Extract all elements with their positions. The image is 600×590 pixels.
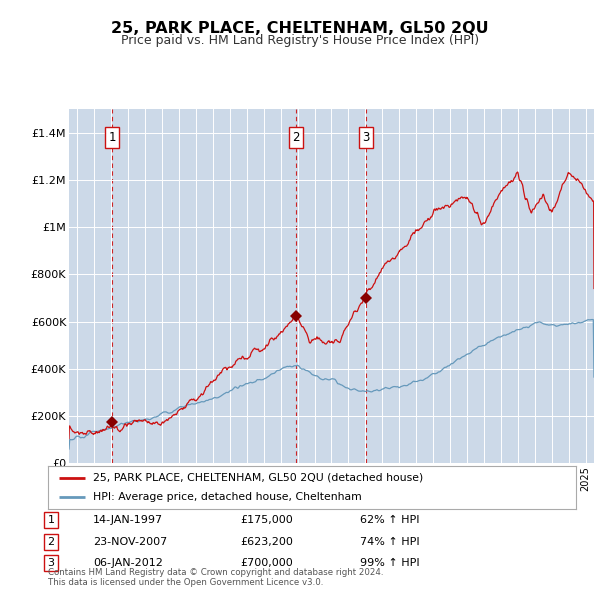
Text: Price paid vs. HM Land Registry's House Price Index (HPI): Price paid vs. HM Land Registry's House … (121, 34, 479, 47)
Text: 1: 1 (47, 516, 55, 525)
Text: 3: 3 (47, 558, 55, 568)
Text: £175,000: £175,000 (240, 516, 293, 525)
Text: 2: 2 (292, 131, 299, 144)
Text: 25, PARK PLACE, CHELTENHAM, GL50 2QU (detached house): 25, PARK PLACE, CHELTENHAM, GL50 2QU (de… (93, 473, 423, 483)
Text: 25, PARK PLACE, CHELTENHAM, GL50 2QU: 25, PARK PLACE, CHELTENHAM, GL50 2QU (111, 21, 489, 35)
Text: 14-JAN-1997: 14-JAN-1997 (93, 516, 163, 525)
Text: 62% ↑ HPI: 62% ↑ HPI (360, 516, 419, 525)
Text: £623,200: £623,200 (240, 537, 293, 546)
Text: £700,000: £700,000 (240, 558, 293, 568)
Text: 99% ↑ HPI: 99% ↑ HPI (360, 558, 419, 568)
Text: HPI: Average price, detached house, Cheltenham: HPI: Average price, detached house, Chel… (93, 491, 362, 502)
Text: 2: 2 (47, 537, 55, 546)
Text: 3: 3 (362, 131, 370, 144)
Text: 23-NOV-2007: 23-NOV-2007 (93, 537, 167, 546)
Text: Contains HM Land Registry data © Crown copyright and database right 2024.
This d: Contains HM Land Registry data © Crown c… (48, 568, 383, 587)
Text: 1: 1 (108, 131, 116, 144)
Text: 06-JAN-2012: 06-JAN-2012 (93, 558, 163, 568)
Text: 74% ↑ HPI: 74% ↑ HPI (360, 537, 419, 546)
